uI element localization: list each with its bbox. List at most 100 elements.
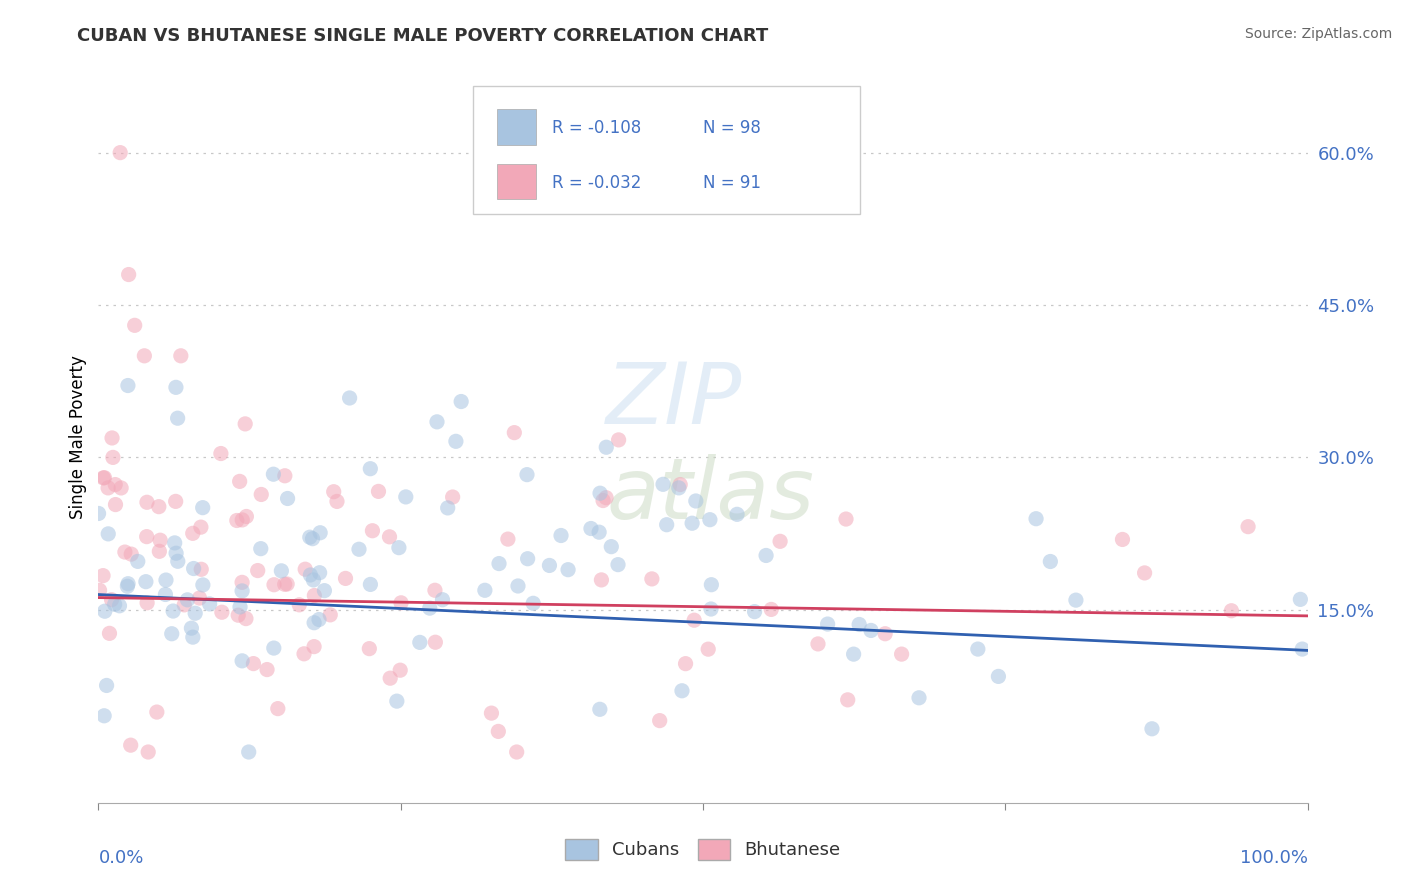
Point xyxy=(118,268,141,282)
Y-axis label: Single Male Poverty: Single Male Poverty xyxy=(69,355,87,519)
Point xyxy=(91,568,114,582)
Point xyxy=(191,500,214,515)
Point xyxy=(669,477,692,491)
Text: R = -0.032: R = -0.032 xyxy=(551,174,641,192)
Point xyxy=(481,706,503,720)
Text: N = 91: N = 91 xyxy=(703,174,761,192)
Point xyxy=(134,349,156,363)
Point xyxy=(426,415,449,429)
Point xyxy=(231,654,253,668)
Point xyxy=(419,601,441,615)
Point xyxy=(276,577,298,591)
Text: Source: ZipAtlas.com: Source: ZipAtlas.com xyxy=(1244,27,1392,41)
Point xyxy=(190,520,212,534)
Point xyxy=(302,573,325,587)
Point xyxy=(859,624,882,638)
Point xyxy=(263,641,285,656)
Point xyxy=(170,349,193,363)
Point xyxy=(761,602,783,616)
Point xyxy=(190,562,212,576)
Point xyxy=(326,494,349,508)
Point xyxy=(1220,604,1243,618)
Point xyxy=(180,621,202,635)
Point xyxy=(97,527,120,541)
Point xyxy=(155,587,177,601)
Point xyxy=(588,525,610,540)
Point xyxy=(262,467,284,482)
Point xyxy=(308,613,330,627)
Point xyxy=(600,540,623,554)
Point xyxy=(700,602,723,616)
Text: N = 98: N = 98 xyxy=(703,119,761,136)
Point xyxy=(837,693,859,707)
Point xyxy=(486,724,509,739)
Point xyxy=(347,542,370,557)
Point xyxy=(233,417,256,431)
Point xyxy=(198,597,221,611)
Point xyxy=(277,491,299,506)
Point xyxy=(117,579,139,593)
Text: R = -0.108: R = -0.108 xyxy=(551,119,641,136)
Point xyxy=(319,607,342,622)
Point xyxy=(165,494,187,508)
Text: 0.0%: 0.0% xyxy=(98,848,143,866)
Point xyxy=(181,526,204,541)
Point xyxy=(89,583,111,598)
Point xyxy=(160,626,183,640)
Point xyxy=(188,591,211,605)
Point xyxy=(595,440,617,454)
Point xyxy=(294,562,316,576)
Point xyxy=(256,663,278,677)
FancyBboxPatch shape xyxy=(498,164,536,199)
Point xyxy=(505,745,527,759)
Point xyxy=(890,647,912,661)
Point xyxy=(301,532,323,546)
Point xyxy=(671,683,693,698)
Point xyxy=(110,481,132,495)
Point xyxy=(699,513,721,527)
Point xyxy=(104,477,127,491)
Point xyxy=(683,613,706,627)
Point xyxy=(298,530,321,544)
Point xyxy=(503,425,526,440)
Point xyxy=(607,558,630,572)
Point xyxy=(246,564,269,578)
Point xyxy=(380,671,402,685)
Point xyxy=(155,573,177,587)
Point xyxy=(835,512,858,526)
Text: CUBAN VS BHUTANESE SINGLE MALE POVERTY CORRELATION CHART: CUBAN VS BHUTANESE SINGLE MALE POVERTY C… xyxy=(77,27,769,45)
Point xyxy=(176,592,198,607)
Point xyxy=(127,554,149,568)
Point xyxy=(288,598,311,612)
Point xyxy=(1291,642,1313,657)
Point xyxy=(274,468,297,483)
Point xyxy=(436,500,458,515)
Point xyxy=(136,745,159,759)
Point xyxy=(409,635,432,649)
Point xyxy=(136,596,159,610)
Point xyxy=(302,640,325,654)
Point xyxy=(591,573,613,587)
Point xyxy=(120,547,142,561)
Point xyxy=(136,495,159,509)
Point xyxy=(522,596,544,610)
Point xyxy=(681,516,703,531)
Point xyxy=(93,708,115,723)
Point xyxy=(108,145,131,160)
Point xyxy=(135,530,157,544)
Point xyxy=(225,514,247,528)
Point xyxy=(94,604,117,618)
Point xyxy=(1039,554,1062,568)
Point xyxy=(91,471,114,485)
Point xyxy=(848,617,870,632)
Point xyxy=(183,561,205,575)
Point xyxy=(450,394,472,409)
Point xyxy=(165,380,187,394)
Point xyxy=(807,637,830,651)
Point xyxy=(817,617,839,632)
Point xyxy=(100,592,122,607)
Point xyxy=(229,599,252,614)
Point xyxy=(595,491,617,505)
Point xyxy=(238,745,260,759)
Point xyxy=(389,596,412,610)
